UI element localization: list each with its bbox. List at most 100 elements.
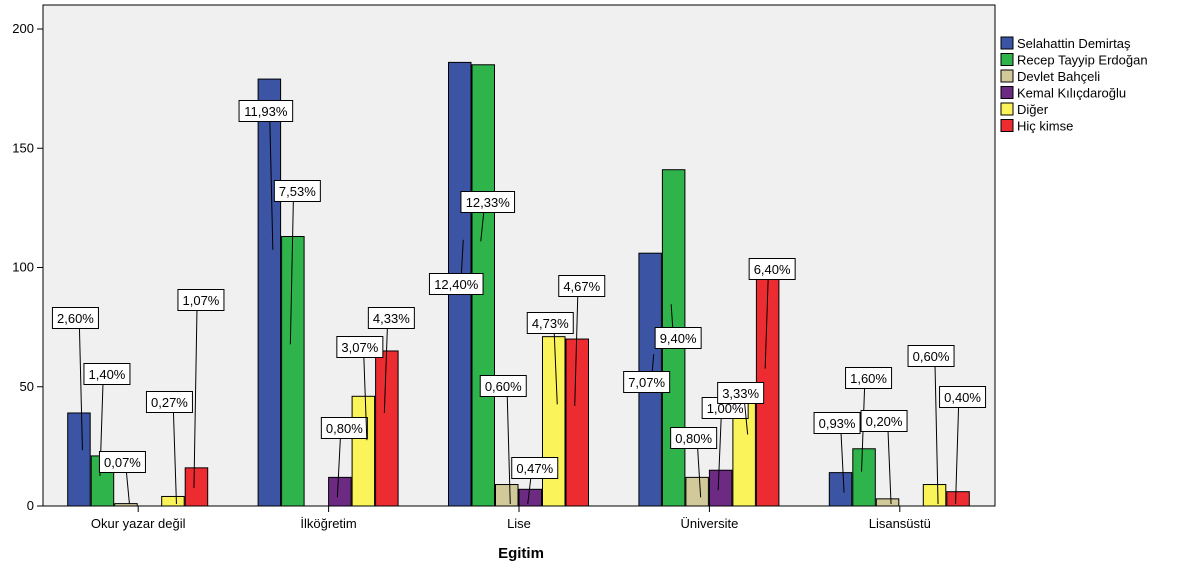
y-tick-label: 50 (20, 379, 34, 394)
data-label-leader (506, 396, 511, 505)
data-label: 4,73% (532, 316, 569, 331)
legend-item-label: Kemal Kılıçdaroğlu (1017, 86, 1126, 101)
data-label: 0,60% (485, 379, 522, 394)
data-label: 0,93% (819, 416, 856, 431)
bar (257, 78, 282, 507)
x-tick-label: Okur yazar değil (91, 516, 186, 531)
bar (542, 336, 566, 507)
data-label: 0,20% (866, 414, 903, 429)
data-label-leader (887, 431, 892, 505)
data-label: 11,93% (244, 104, 288, 119)
data-label-leader (744, 403, 749, 435)
bar (184, 467, 209, 507)
data-label: 0,80% (675, 431, 712, 446)
data-label-box (428, 273, 484, 295)
bar (114, 503, 138, 507)
data-label: 0,60% (913, 349, 950, 364)
x-tick-label: İlköğretim (300, 516, 356, 531)
data-label-box (336, 336, 384, 358)
legend-swatch (1000, 36, 1014, 50)
legend-swatch (1000, 53, 1014, 66)
legend-item-label: Diğer (1017, 102, 1049, 117)
data-label: 0,47% (516, 461, 553, 476)
data-label-leader (697, 448, 702, 498)
bar (67, 412, 91, 507)
bar (708, 469, 733, 507)
data-label: 0,40% (944, 390, 981, 405)
data-label-leader (269, 121, 274, 250)
data-label: 1,60% (850, 371, 887, 386)
data-label-box (98, 451, 146, 473)
data-label: 1,40% (89, 367, 126, 382)
legend-swatch (1000, 102, 1014, 116)
bar (565, 338, 589, 507)
data-label: 6,40% (754, 262, 791, 277)
legend-item-label: Hiç kimse (1017, 119, 1073, 134)
data-label: 1,07% (183, 293, 220, 308)
legend-swatch (1000, 69, 1014, 83)
y-tick-label: 200 (12, 21, 34, 36)
bar (828, 472, 853, 507)
data-label-leader (125, 472, 130, 505)
data-label-box (238, 100, 294, 122)
bar (685, 476, 709, 507)
y-tick-label: 150 (12, 140, 34, 155)
data-label-leader (574, 296, 579, 406)
bar (852, 448, 876, 507)
legend-item-label: Devlet Bahçeli (1017, 69, 1100, 84)
bar (875, 498, 900, 507)
bar (375, 350, 399, 507)
data-label-box (654, 327, 702, 349)
data-label-leader (955, 407, 960, 505)
legend-swatch (1000, 119, 1014, 132)
data-label-box (623, 371, 671, 393)
data-label-leader (553, 333, 558, 405)
data-label-box (273, 180, 321, 202)
bar (351, 395, 376, 507)
data-label-box (479, 375, 527, 397)
x-tick-label: Lisansüstü (869, 516, 931, 531)
x-tick-label: Lise (507, 516, 531, 531)
bar (161, 495, 185, 507)
data-label-leader (840, 433, 845, 493)
bar (518, 488, 542, 507)
data-label-box (145, 391, 193, 413)
legend-swatch (1000, 86, 1014, 99)
x-axis-title: Egitim (498, 545, 544, 562)
data-label-box (907, 345, 955, 367)
data-label-box (511, 457, 559, 479)
data-label-box (177, 289, 225, 311)
data-label-box (51, 307, 99, 329)
data-label-box (845, 367, 893, 389)
data-label-box (939, 386, 987, 408)
data-labels: 2,60% 11,93% 12,40% 7,07% 0,93% 1,40% 7,53% 12,… (51, 100, 987, 505)
data-label: 4,33% (373, 311, 410, 326)
data-label: 7,53% (279, 184, 316, 199)
data-label-box (320, 417, 368, 439)
legend-item-label: Recep Tayyip Erdoğan (1017, 53, 1148, 68)
bar (922, 484, 947, 507)
data-label: 3,07% (341, 340, 378, 355)
data-label-box (367, 307, 415, 329)
data-label: 1,00% (707, 401, 744, 416)
data-label-leader (717, 418, 722, 491)
data-label-leader (336, 438, 341, 498)
data-label: 0,27% (151, 395, 188, 410)
data-label: 2,60% (57, 311, 94, 326)
data-label-leader (363, 357, 368, 441)
y-tick-label: 0 (27, 498, 34, 513)
data-label-leader (383, 328, 388, 414)
bar (281, 235, 305, 507)
data-label-leader (527, 478, 532, 505)
data-label-leader (480, 212, 485, 242)
data-label-leader (289, 201, 294, 345)
data-label-leader (193, 310, 198, 488)
y-tick-label: 100 (12, 260, 34, 275)
data-label: 7,07% (628, 375, 665, 390)
data-label: 3,33% (722, 386, 759, 401)
data-label: 0,80% (326, 421, 363, 436)
bar (495, 484, 519, 507)
data-label: 12,33% (466, 195, 511, 210)
